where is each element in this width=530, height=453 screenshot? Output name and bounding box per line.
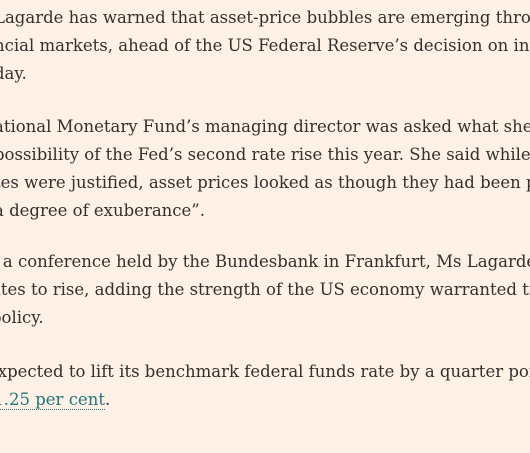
paragraph-2: ational Monetary Fund’s managing directo… xyxy=(0,113,530,225)
paragraph-1-line-1: Lagarde has warned that asset-price bubb… xyxy=(0,8,530,27)
paragraph-4-line-1: expected to lift its benchmark federal f… xyxy=(0,362,530,381)
paragraph-1: Lagarde has warned that asset-price bubb… xyxy=(0,4,530,88)
paragraph-3: t a conference held by the Bundesbank in… xyxy=(0,248,530,332)
paragraph-2-line-4: a degree of exuberance”. xyxy=(0,201,205,220)
paragraph-1-line-2: ncial markets, ahead of the US Federal R… xyxy=(0,36,530,55)
paragraph-4-line-2: 1.25 per cent. xyxy=(0,386,530,414)
paragraph-3-line-1: t a conference held by the Bundesbank in… xyxy=(0,252,530,271)
rate-link[interactable]: 1.25 per cent xyxy=(0,390,105,410)
paragraph-2-line-1: ational Monetary Fund’s managing directo… xyxy=(0,117,530,136)
paragraph-4-period: . xyxy=(104,390,111,409)
paragraph-1-line-3: day. xyxy=(0,64,27,83)
paragraph-4: expected to lift its benchmark federal f… xyxy=(0,358,530,414)
paragraph-3-line-2: ates to rise, adding the strength of the… xyxy=(0,280,530,299)
paragraph-2-line-3: tes were justified, asset prices looked … xyxy=(0,173,530,192)
paragraph-2-line-2: possibility of the Fed’s second rate ris… xyxy=(0,145,530,164)
paragraph-3-line-3: policy. xyxy=(0,308,44,327)
